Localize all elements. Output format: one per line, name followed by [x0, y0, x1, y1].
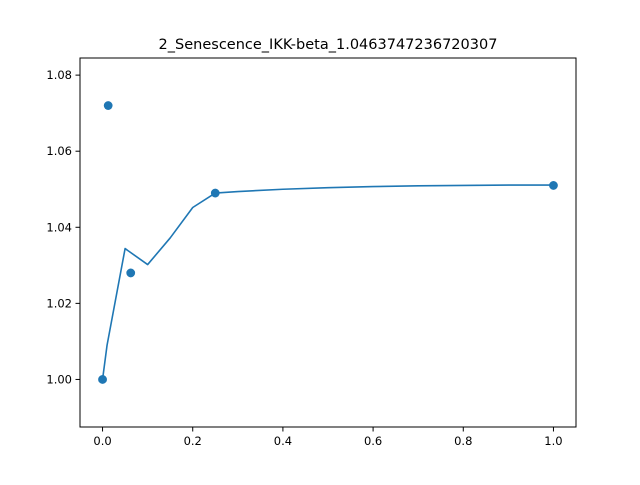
x-tick-label: 0.6 — [364, 434, 382, 448]
scatter-point — [549, 181, 558, 190]
y-tick-label: 1.06 — [46, 144, 72, 158]
scatter-point — [126, 268, 136, 278]
series-line — [101, 184, 555, 381]
y-tick-label: 1.02 — [46, 296, 72, 310]
y-tick-label: 1.04 — [46, 220, 72, 234]
x-tick-label: 1.0 — [544, 434, 562, 448]
scatter-point — [103, 101, 113, 110]
y-tick-label: 1.00 — [46, 372, 72, 386]
y-tick-label: 1.08 — [46, 68, 72, 82]
scatter-point — [210, 188, 220, 198]
x-tick-label: 0.0 — [93, 434, 111, 448]
axes-frame — [79, 57, 577, 428]
scatter-point — [98, 375, 107, 384]
plot-area — [98, 101, 558, 384]
chart-title: 2_Senescence_IKK-beta_1.0463747236720307 — [159, 37, 498, 53]
x-tick-label: 0.8 — [454, 434, 472, 448]
x-tick-label: 0.2 — [184, 434, 202, 448]
axes: 0.0 0.2 0.4 0.6 0.8 1.0 1.00 1.02 1.04 1.06 1.08 — [46, 57, 577, 448]
x-tick-label: 0.4 — [274, 434, 292, 448]
